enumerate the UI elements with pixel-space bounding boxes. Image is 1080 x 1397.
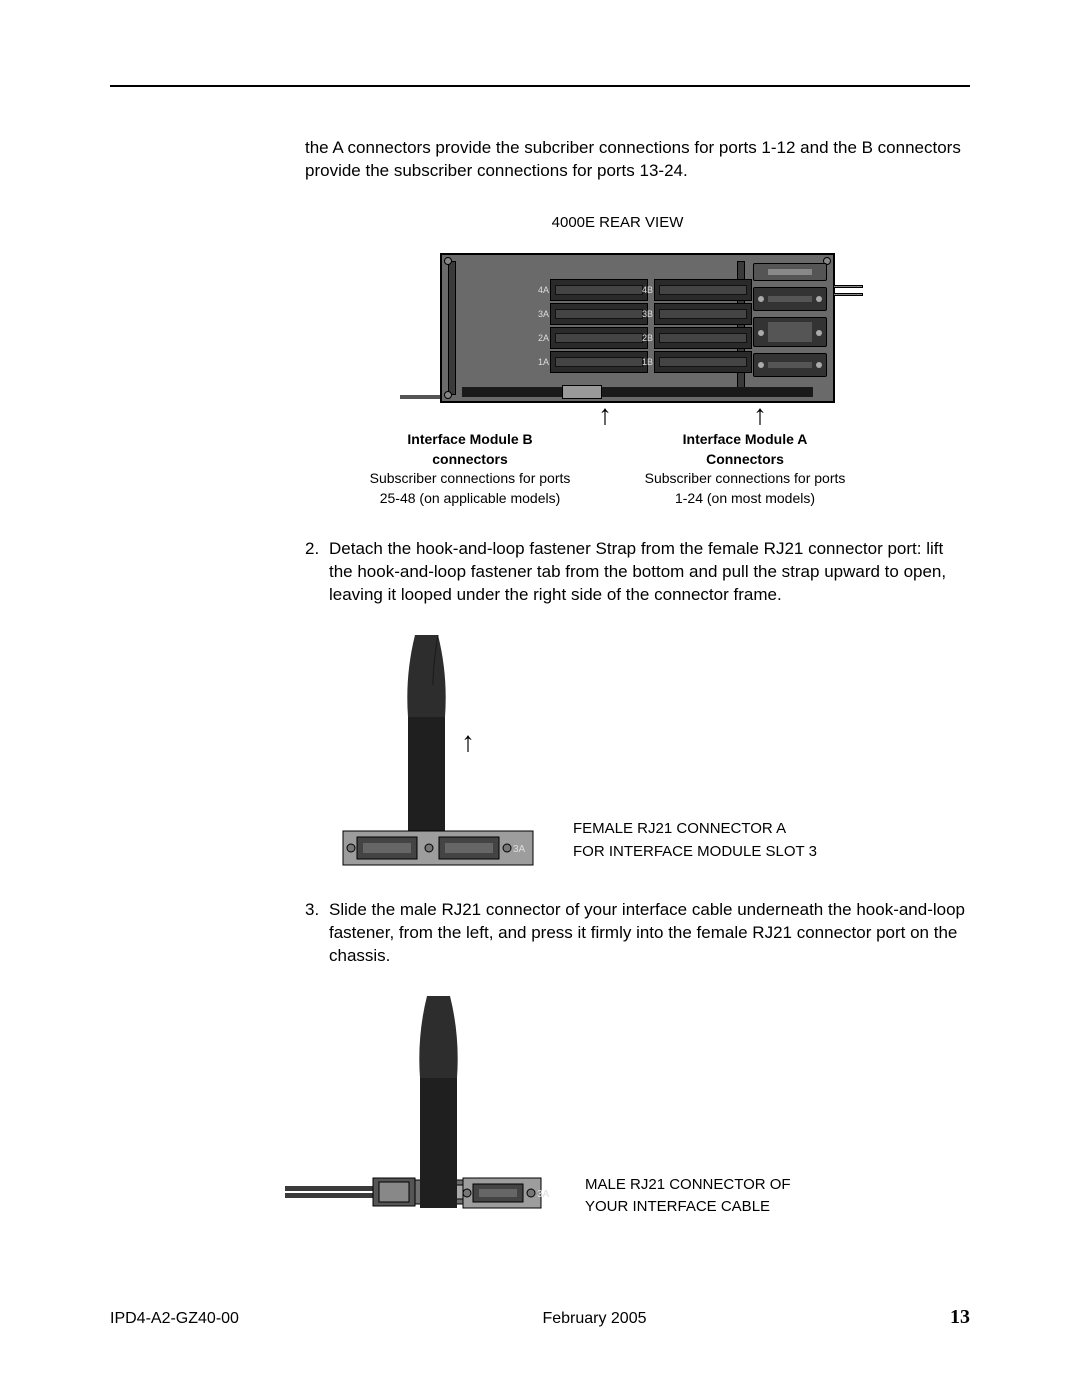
fig3-caption: MALE RJ21 CONNECTOR OF YOUR INTERFACE CA… [585, 1174, 791, 1231]
arrow-up-icon: ↑ [520, 407, 690, 424]
step-3: 3. Slide the male RJ21 connector of your… [305, 899, 970, 968]
arrow-up-icon: ↑ [690, 407, 830, 424]
figure-male-connector: 3A MALE RJ21 CONNECTOR OF YOUR INTERFACE… [285, 996, 970, 1231]
main-content: the A connectors provide the subcriber c… [305, 137, 970, 1231]
fig1-label-b: Interface Module B connectors Subscriber… [335, 430, 605, 508]
step-2: 2. Detach the hook-and-loop fastener Str… [305, 538, 970, 607]
fig2-caption: FEMALE RJ21 CONNECTOR A FOR INTERFACE MO… [573, 818, 817, 875]
fig1-title: 4000E REAR VIEW [305, 213, 930, 233]
chassis-diagram: 4A 3A 2A 1A 4B 3B 2B 1B [440, 253, 835, 403]
step-number: 3. [305, 899, 329, 968]
step-text: Slide the male RJ21 connector of your in… [329, 899, 970, 968]
arrow-up-icon: ↑ [461, 723, 475, 761]
module-b-ports: 4A 3A 2A 1A [550, 279, 648, 373]
footer-date: February 2005 [542, 1310, 646, 1328]
figure-female-connector: 3A ↑ FEMALE RJ21 CONNECTOR A FOR INTERFA… [333, 635, 970, 875]
step-number: 2. [305, 538, 329, 607]
module-a-ports: 4B 3B 2B 1B [654, 279, 752, 373]
step-text: Detach the hook-and-loop fastener Strap … [329, 538, 970, 607]
intro-paragraph: the A connectors provide the subcriber c… [305, 137, 970, 183]
power-panel [753, 263, 827, 393]
top-rule [110, 85, 970, 87]
page-number: 13 [950, 1306, 970, 1329]
port-label: 3A [513, 844, 526, 855]
page-footer: IPD4-A2-GZ40-00 February 2005 13 [110, 1306, 970, 1329]
doc-id: IPD4-A2-GZ40-00 [110, 1310, 239, 1328]
figure-rear-view: 4000E REAR VIEW 4A 3A 2A 1 [305, 213, 970, 508]
port-label: 3A [537, 1189, 550, 1200]
fig1-label-a: Interface Module A Connectors Subscriber… [615, 430, 875, 508]
